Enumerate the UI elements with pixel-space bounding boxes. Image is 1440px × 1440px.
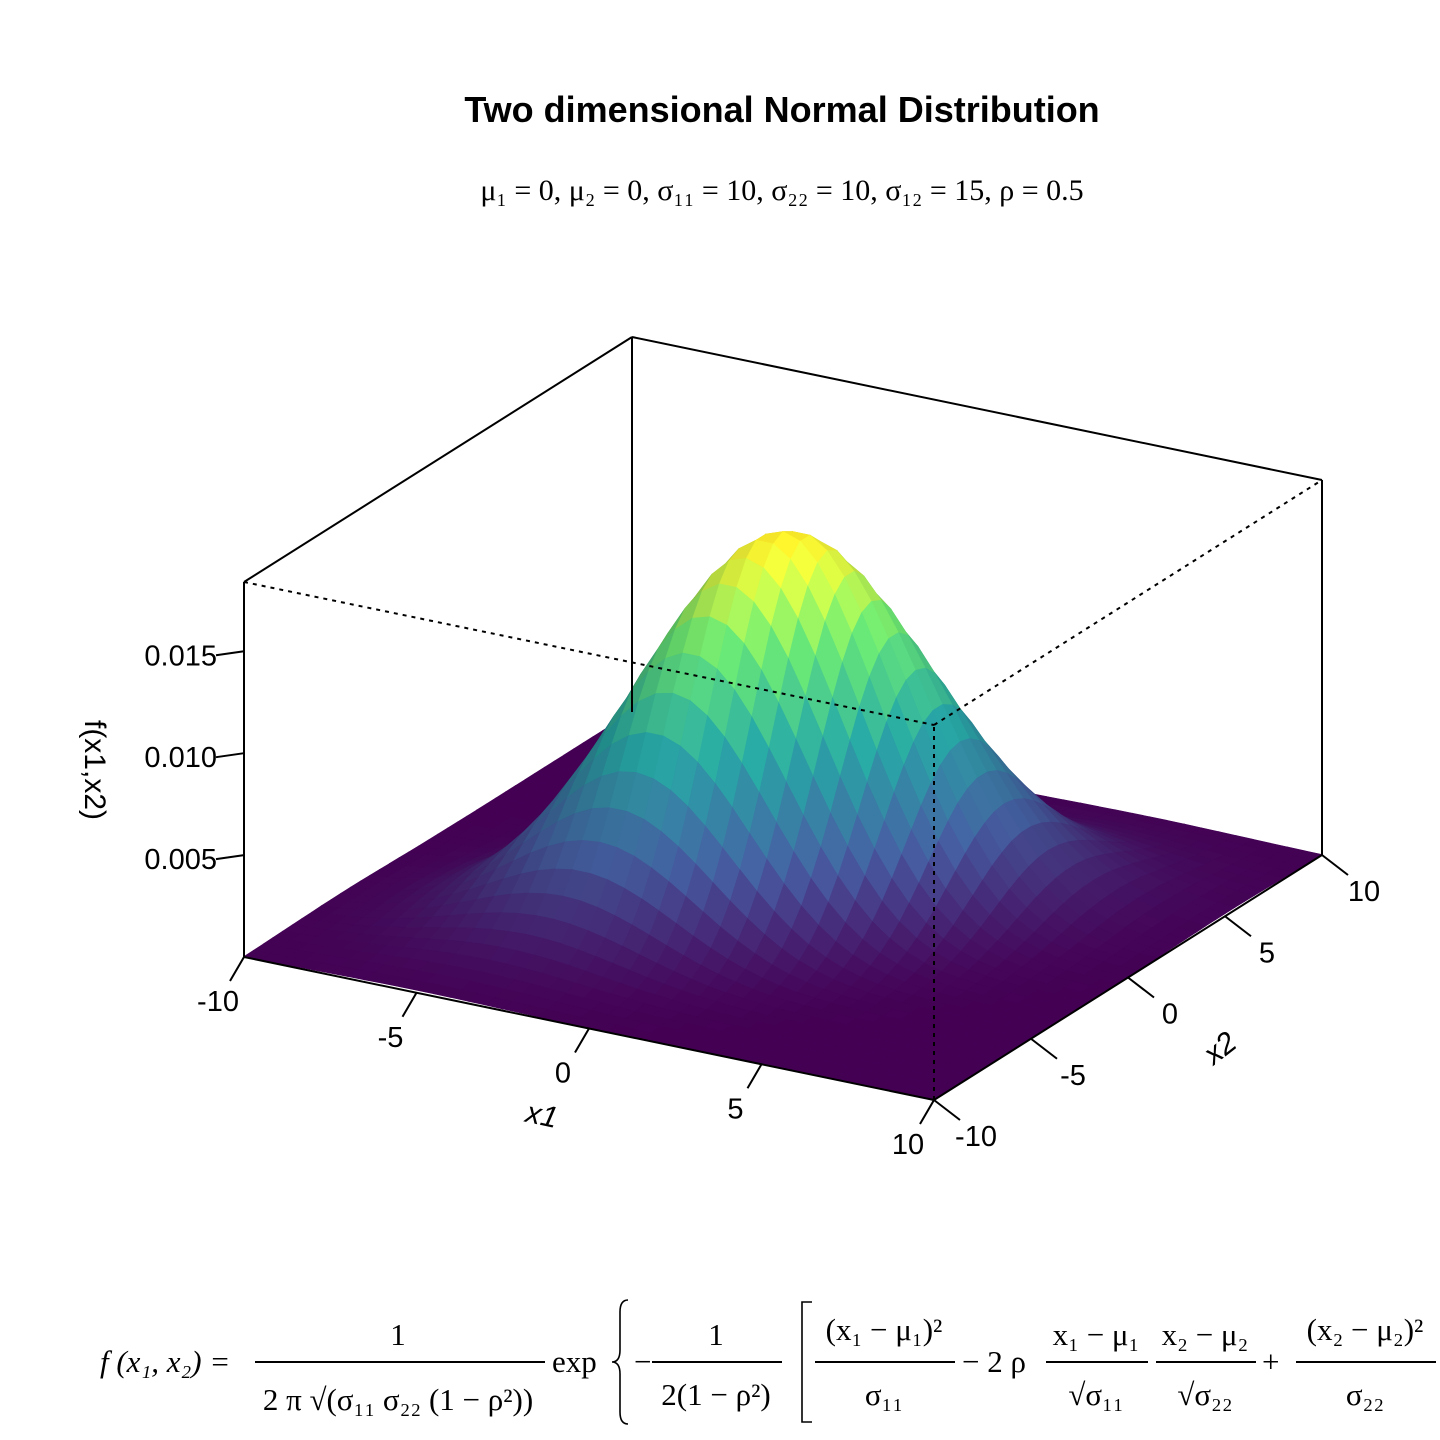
x-tick-mark	[574, 1027, 590, 1054]
formula-t3-den: √σ₂₂	[1177, 1377, 1232, 1412]
formula-t4-num: (x₂ − μ₂)²	[1307, 1312, 1424, 1347]
y-axis-label: x2	[1196, 1025, 1243, 1072]
formula-frac1-den: 2 π √(σ₁₁ σ₂₂ (1 − ρ²))	[263, 1382, 533, 1417]
y-tick-mark	[1127, 976, 1155, 999]
x-tick-label: 10	[892, 1129, 924, 1161]
x-axis-label: x1	[521, 1096, 561, 1135]
y-tick-label: 0	[1162, 999, 1178, 1031]
z-tick-label: 0.005	[144, 844, 217, 876]
y-tick-label: -10	[955, 1121, 997, 1153]
formula-frac2-den: 2(1 − ρ²)	[661, 1377, 770, 1412]
formula-t1-den: σ₁₁	[865, 1377, 903, 1412]
z-tick-label: 0.015	[144, 640, 217, 672]
z-axis-label: f(x1,x2)	[78, 720, 111, 820]
y-tick-label: 5	[1259, 937, 1275, 969]
z-tick-label: 0.010	[144, 742, 217, 774]
formula-lhs: f (x₁, x₂) =	[100, 1344, 230, 1379]
x-tick-label: 0	[555, 1058, 571, 1090]
box-edge	[243, 336, 633, 583]
density-formula: f (x₁, x₂) = 1 2 π √(σ₁₁ σ₂₂ (1 − ρ²)) e…	[100, 1299, 1436, 1425]
z-tick-mark	[215, 854, 245, 861]
formula-t4-den: σ₂₂	[1346, 1377, 1384, 1412]
x-tick-label: -5	[378, 1022, 404, 1054]
y-tick-mark	[1224, 915, 1252, 938]
x-tick-label: -10	[197, 986, 239, 1018]
formula-frac1-num: 1	[390, 1317, 406, 1352]
formula-exp: exp	[552, 1344, 597, 1379]
z-tick-mark	[215, 650, 245, 657]
x-tick-mark	[746, 1063, 763, 1089]
formula-t1-num: (x₁ − μ₁)²	[826, 1312, 943, 1347]
x-tick-mark	[401, 992, 418, 1018]
x-tick-label: 5	[727, 1093, 743, 1125]
box-edge-dashed	[933, 479, 1323, 726]
surface-mesh	[243, 531, 1323, 1101]
x-tick-mark	[229, 956, 245, 982]
z-tick-mark	[215, 752, 245, 759]
formula-brace	[611, 1299, 629, 1425]
formula-neg: −	[634, 1344, 651, 1379]
chart-subtitle: μ₁ = 0, μ₂ = 0, σ₁₁ = 10, σ₂₂ = 10, σ₁₂ …	[480, 174, 1083, 207]
y-tick-label: -5	[1060, 1060, 1086, 1092]
formula-t3-num: x₂ − μ₂	[1162, 1317, 1249, 1352]
box-edge-dashed	[243, 581, 935, 726]
box-edge	[631, 336, 1323, 481]
x-tick-mark	[919, 1099, 935, 1125]
chart-title: Two dimensional Normal Distribution	[464, 89, 1099, 130]
y-tick-mark	[933, 1099, 961, 1121]
y-tick-mark	[1030, 1037, 1058, 1060]
formula-frac2-num: 1	[708, 1317, 724, 1352]
y-tick-label: 10	[1348, 876, 1380, 908]
formula-t2-num: x₁ − μ₁	[1053, 1317, 1140, 1352]
y-tick-mark	[1321, 854, 1349, 876]
formula-bracket	[801, 1301, 812, 1423]
formula-plus: +	[1262, 1344, 1279, 1379]
axis-ticks: -10 -5 0 5 10 -10 -5 0 5 10 0.005 0.010 0.015	[144, 640, 1380, 1161]
formula-minus-2rho: − 2 ρ	[962, 1344, 1026, 1379]
formula-t2-den: √σ₁₁	[1068, 1377, 1123, 1412]
